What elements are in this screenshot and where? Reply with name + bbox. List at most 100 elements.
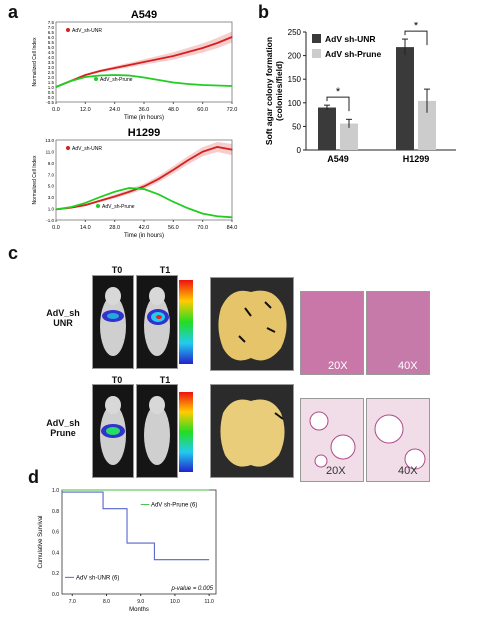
y-tick-label: 1.0 bbox=[52, 488, 59, 494]
data-point bbox=[187, 207, 189, 209]
timepoint-label: T0 bbox=[111, 265, 123, 275]
y-tick-label: 1.5 bbox=[48, 80, 55, 85]
y-tick-label: 7.0 bbox=[48, 172, 55, 177]
data-point bbox=[231, 216, 233, 218]
data-point bbox=[172, 201, 174, 203]
x-tick-label: 8.0 bbox=[103, 599, 110, 605]
y-tick-label: -1.0 bbox=[46, 218, 54, 223]
legend-label: AdV_sh-UNR bbox=[72, 146, 102, 152]
histology-40x-image bbox=[366, 291, 430, 375]
data-point bbox=[158, 178, 160, 180]
significance-bracket bbox=[326, 96, 350, 112]
mouse-bioluminescence-image bbox=[92, 384, 134, 478]
error-band bbox=[56, 141, 232, 210]
data-point bbox=[84, 74, 86, 76]
y-tick-label: 250 bbox=[288, 28, 302, 37]
y-tick-label: 5.5 bbox=[48, 40, 55, 45]
x-tick-label: 42.0 bbox=[139, 225, 150, 231]
x-tick-label: 84.0 bbox=[227, 225, 238, 231]
y-tick-label: 0.6 bbox=[52, 530, 59, 536]
data-point bbox=[84, 202, 86, 204]
panel-label-c: c bbox=[8, 243, 19, 263]
x-tick-label: 28.0 bbox=[109, 225, 120, 231]
x-tick-label: 56.0 bbox=[168, 225, 179, 231]
panel-label-a: a bbox=[8, 2, 19, 22]
survival-curve-chart: 0.0 0.2 0.4 0.6 0.8 1.0 7.0 8.0 9.0 10.0 11.0 Month… bbox=[38, 488, 217, 613]
row-label-gene: Prune bbox=[50, 428, 76, 438]
magnification-label: 40X bbox=[398, 360, 418, 372]
magnification-label: 40X bbox=[398, 465, 418, 477]
data-point bbox=[202, 151, 204, 153]
mouse-bioluminescence-image bbox=[136, 384, 178, 478]
y-tick-label: 4.5 bbox=[48, 50, 55, 55]
legend-label: AdV_sh-Prune bbox=[102, 204, 135, 210]
h1299-growth-chart: H1299 0.0 14.0 28.0 42.0 56.0 70.0 84.0 -1.0 1.0 3… bbox=[32, 127, 238, 239]
panel-label-b: b bbox=[258, 2, 269, 22]
y-tick-label: 150 bbox=[288, 75, 302, 84]
y-tick-label: 5.0 bbox=[48, 184, 55, 189]
legend-marker bbox=[66, 28, 70, 32]
x-tick-label: 12.0 bbox=[80, 107, 91, 113]
x-tick-label: 11.0 bbox=[204, 599, 214, 605]
x-tick-label: A549 bbox=[327, 154, 349, 164]
y-tick-label: 3.0 bbox=[48, 195, 55, 200]
data-point bbox=[202, 213, 204, 215]
y-tick-label: 5.0 bbox=[48, 45, 55, 50]
y-tick-label: 7.0 bbox=[48, 25, 55, 30]
histology-40x-image bbox=[366, 398, 430, 482]
data-point bbox=[84, 204, 86, 206]
data-point bbox=[216, 42, 218, 44]
data-point bbox=[216, 215, 218, 217]
data-point bbox=[158, 79, 160, 81]
data-point bbox=[128, 187, 130, 189]
x-axis-label: Months bbox=[129, 607, 149, 613]
row-label-gene: UNR bbox=[53, 318, 73, 328]
data-point bbox=[99, 200, 101, 202]
legend-label: AdV sh-Prune bbox=[325, 49, 381, 59]
y-tick-label: 100 bbox=[288, 99, 302, 108]
timepoint-label: T1 bbox=[159, 265, 171, 275]
x-tick-label: 10.0 bbox=[170, 599, 180, 605]
row-label-prefix: AdV_sh bbox=[46, 308, 80, 318]
row-label-prune: AdV_sh Prune bbox=[38, 418, 88, 438]
legend-label: AdV_sh-UNR bbox=[72, 28, 102, 34]
survival-line bbox=[62, 491, 210, 561]
x-tick-label: 60.0 bbox=[197, 107, 208, 113]
y-tick-label: 6.5 bbox=[48, 30, 55, 35]
soft-agar-bar-chart: 0 50 100 150 200 250 Soft agar colony formatio… bbox=[264, 22, 456, 164]
luminescence-scale-bar bbox=[179, 392, 193, 472]
x-tick-label: 70.0 bbox=[197, 225, 208, 231]
legend-marker bbox=[94, 77, 98, 81]
bar bbox=[396, 47, 414, 150]
y-tick-label: 200 bbox=[288, 52, 302, 61]
data-point bbox=[55, 86, 57, 88]
y-tick-label: 0.0 bbox=[52, 592, 59, 598]
x-tick-label: 7.0 bbox=[69, 599, 76, 605]
y-tick-label: 4.0 bbox=[48, 55, 55, 60]
data-point bbox=[202, 47, 204, 49]
data-point bbox=[172, 81, 174, 84]
x-tick-label: 48.0 bbox=[168, 107, 179, 113]
data-point bbox=[143, 61, 145, 63]
data-point bbox=[187, 51, 189, 53]
legend-label: AdV_sh-Prune bbox=[100, 77, 133, 83]
row-label-prefix: AdV_sh bbox=[46, 418, 80, 428]
timepoint-label: T1 bbox=[159, 375, 171, 385]
y-tick-label: 6.0 bbox=[48, 35, 55, 40]
y-tick-label: 1.0 bbox=[48, 207, 55, 212]
data-point bbox=[114, 74, 116, 76]
data-point bbox=[187, 83, 189, 85]
x-tick-label: 9.0 bbox=[137, 599, 144, 605]
data-point bbox=[99, 74, 101, 77]
bar bbox=[418, 100, 436, 150]
data-point bbox=[158, 58, 160, 60]
y-tick-label: 7.5 bbox=[48, 20, 55, 25]
data-point bbox=[216, 84, 218, 87]
data-point bbox=[202, 84, 204, 86]
panel-label-d: d bbox=[28, 467, 39, 487]
y-tick-label: 50 bbox=[292, 122, 301, 131]
x-tick-label: 0.0 bbox=[52, 107, 60, 113]
p-value-label: p-value = 0.005 bbox=[170, 586, 213, 592]
data-point bbox=[172, 169, 174, 171]
